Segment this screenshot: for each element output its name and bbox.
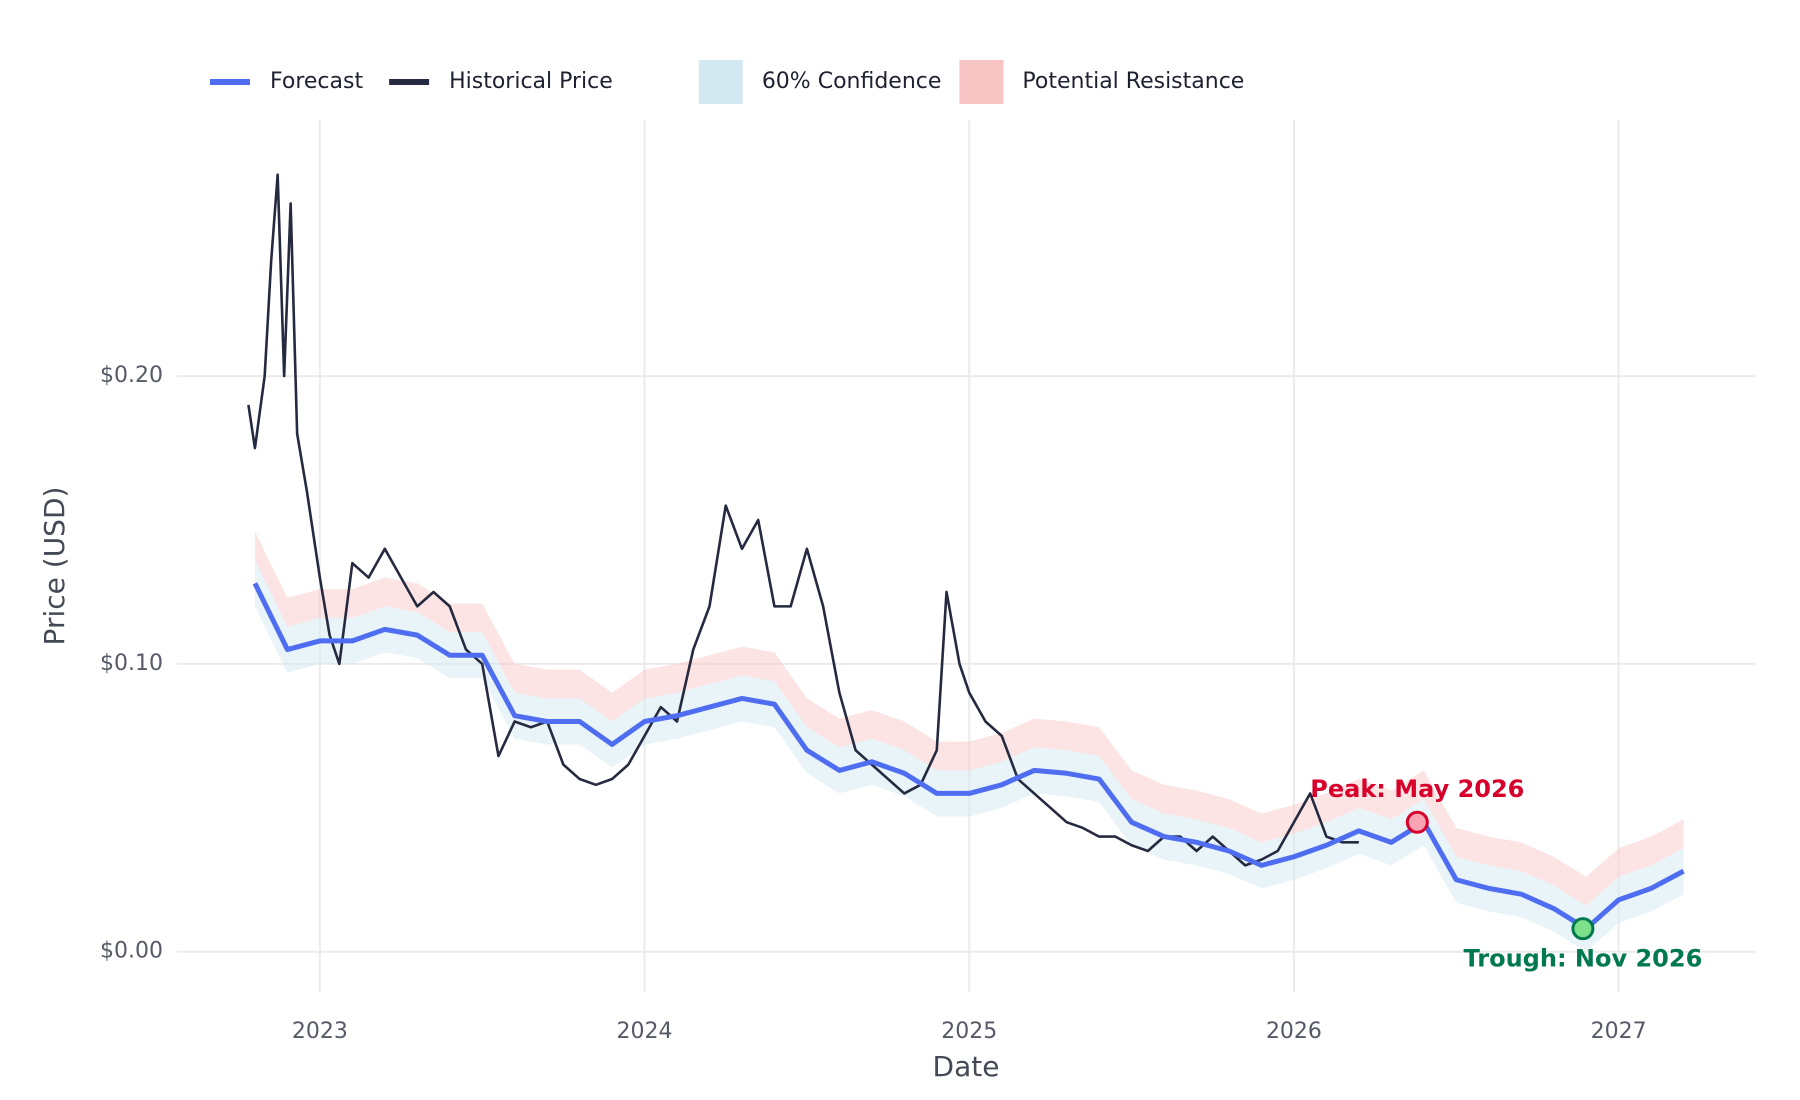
legend-label: Potential Resistance: [1022, 69, 1244, 94]
x-tick-label: 2026: [1266, 1019, 1322, 1044]
resistance-band: [254, 531, 1684, 906]
annotation-marker: [1405, 810, 1429, 834]
legend-swatch: [698, 60, 743, 104]
legend: Forecast Historical Price 60% Confidence Po…: [210, 60, 1244, 104]
x-tick-label: 2025: [941, 1019, 997, 1044]
legend-swatch: [959, 60, 1004, 104]
series-line: [247, 173, 1359, 867]
series-line: [252, 582, 1685, 932]
confidence-band: [254, 560, 1684, 952]
annotation-marker: [1571, 917, 1595, 941]
y-tick-label: $0.10: [100, 651, 163, 676]
x-tick-label: 2024: [617, 1019, 673, 1044]
legend-label: Historical Price: [449, 69, 613, 94]
x-tick-label: 2023: [292, 1019, 348, 1044]
x-tick-label: 2027: [1591, 1019, 1647, 1044]
y-tick-label: $0.20: [100, 363, 163, 388]
annotation-label: Trough: Nov 2026: [1464, 945, 1703, 973]
legend-label: 60% Confidence: [762, 69, 942, 94]
y-axis-title: Price (USD): [38, 487, 71, 646]
y-tick-label: $0.00: [100, 939, 163, 964]
annotation-label: Peak: May 2026: [1310, 775, 1524, 803]
legend-label: Forecast: [270, 69, 363, 94]
x-axis-title: Date: [933, 1050, 1000, 1083]
